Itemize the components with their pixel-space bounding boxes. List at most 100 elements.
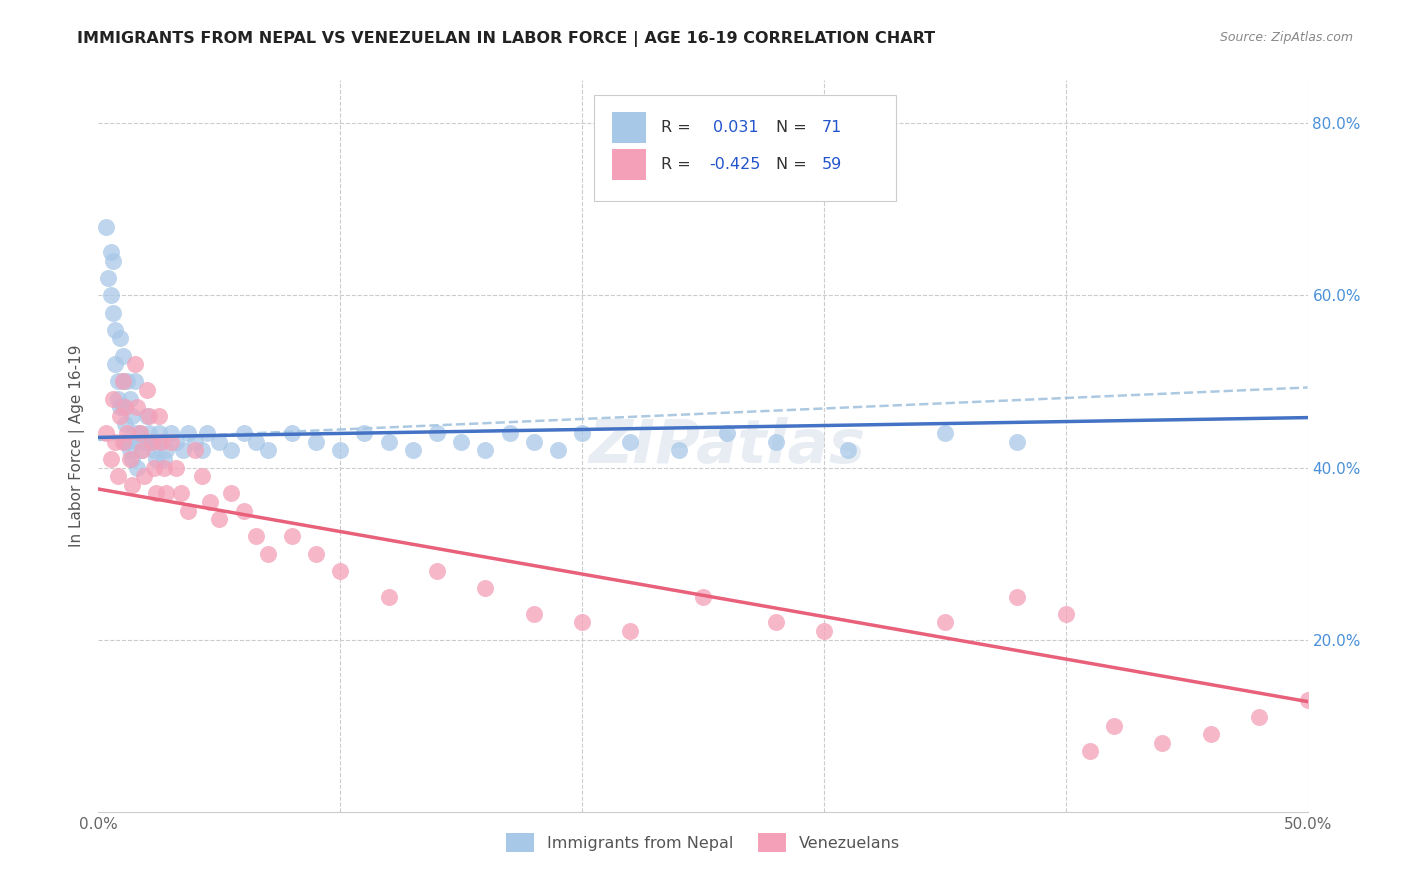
Point <box>155 443 177 458</box>
Point <box>377 434 399 449</box>
Point <box>208 512 231 526</box>
Point <box>281 426 304 441</box>
Point <box>765 615 787 630</box>
Point <box>94 426 117 441</box>
Point <box>108 331 131 345</box>
Point <box>127 401 149 415</box>
Point <box>256 443 278 458</box>
Point <box>571 426 593 441</box>
Point <box>232 503 254 517</box>
Point <box>1007 590 1029 604</box>
Point <box>1296 693 1319 707</box>
Point <box>160 434 183 449</box>
Point <box>134 469 156 483</box>
Point <box>221 443 243 458</box>
Point <box>1102 719 1125 733</box>
Point <box>426 564 449 578</box>
Point <box>111 434 134 449</box>
Point <box>184 443 207 458</box>
Point <box>127 460 149 475</box>
Point <box>765 434 787 449</box>
Point <box>143 460 166 475</box>
Point <box>668 443 690 458</box>
Point <box>152 460 174 475</box>
Text: 59: 59 <box>821 157 842 172</box>
Bar <box>613 112 647 144</box>
Point <box>143 443 166 458</box>
Point <box>191 469 214 483</box>
Point <box>571 615 593 630</box>
Point <box>121 477 143 491</box>
Point <box>155 486 177 500</box>
Point <box>141 434 163 449</box>
Point <box>104 357 127 371</box>
Text: 71: 71 <box>821 120 842 136</box>
Point <box>474 581 496 595</box>
Point <box>107 469 129 483</box>
Point <box>716 426 738 441</box>
Point <box>165 460 187 475</box>
Point <box>111 375 134 389</box>
Point <box>117 426 139 441</box>
Point <box>124 357 146 371</box>
Point <box>353 426 375 441</box>
Point <box>114 417 136 432</box>
Point <box>547 443 569 458</box>
Point <box>114 401 136 415</box>
Point <box>329 443 352 458</box>
Point <box>121 409 143 423</box>
Point <box>1007 434 1029 449</box>
Point <box>208 434 231 449</box>
Point <box>111 401 134 415</box>
Point <box>124 375 146 389</box>
Point <box>152 451 174 466</box>
Point <box>256 547 278 561</box>
Point <box>245 434 267 449</box>
Point <box>305 434 328 449</box>
Text: N =: N = <box>776 120 811 136</box>
Point <box>402 443 425 458</box>
Point <box>305 547 328 561</box>
Point <box>191 443 214 458</box>
Point <box>118 451 141 466</box>
Point <box>172 443 194 458</box>
Point <box>138 409 160 423</box>
Point <box>128 426 150 441</box>
Point <box>498 426 520 441</box>
Point <box>1078 744 1101 758</box>
Point <box>94 219 117 234</box>
FancyBboxPatch shape <box>595 95 897 201</box>
Point <box>177 426 200 441</box>
Point <box>101 305 124 319</box>
Text: R =: R = <box>661 120 696 136</box>
Point <box>329 564 352 578</box>
Point <box>104 323 127 337</box>
Point <box>141 434 163 449</box>
Text: IMMIGRANTS FROM NEPAL VS VENEZUELAN IN LABOR FORCE | AGE 16-19 CORRELATION CHART: IMMIGRANTS FROM NEPAL VS VENEZUELAN IN L… <box>77 31 935 47</box>
Point <box>145 486 167 500</box>
Text: Source: ZipAtlas.com: Source: ZipAtlas.com <box>1219 31 1353 45</box>
Point <box>195 426 218 441</box>
Point <box>138 426 160 441</box>
Point <box>523 434 546 449</box>
Point <box>1249 710 1271 724</box>
Point <box>837 443 859 458</box>
Point <box>135 383 157 397</box>
Point <box>165 434 187 449</box>
Point <box>221 486 243 500</box>
Point <box>100 245 122 260</box>
Point <box>934 426 956 441</box>
Point <box>100 451 122 466</box>
Point <box>281 529 304 543</box>
Point <box>1199 727 1222 741</box>
Point <box>135 409 157 423</box>
Point <box>118 443 141 458</box>
Point <box>128 426 150 441</box>
Point <box>619 434 641 449</box>
Point <box>101 254 124 268</box>
Point <box>118 392 141 406</box>
Point <box>619 624 641 638</box>
Point <box>813 624 835 638</box>
Point <box>104 434 127 449</box>
Point <box>127 434 149 449</box>
